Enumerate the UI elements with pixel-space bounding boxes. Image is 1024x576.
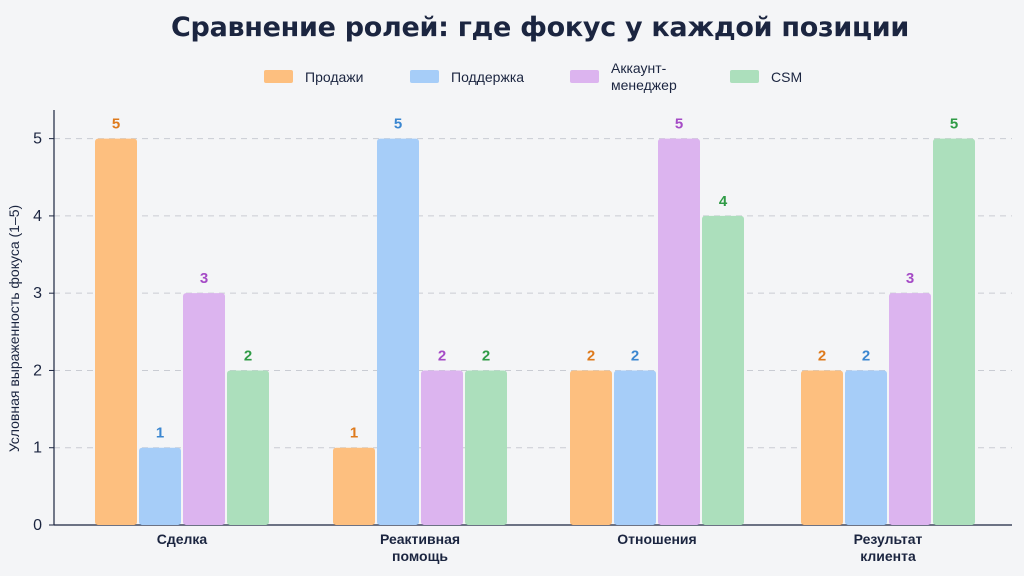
- y-tick-label: 1: [33, 440, 42, 457]
- bar: [377, 138, 419, 526]
- legend-swatch: [264, 70, 293, 83]
- y-tick-label: 3: [33, 285, 42, 302]
- data-label: 2: [631, 347, 639, 364]
- y-tick-label: 5: [33, 131, 42, 148]
- legend-label: Поддержка: [451, 69, 524, 85]
- legend-label: менеджер: [611, 77, 677, 93]
- bar: [801, 370, 843, 525]
- data-label: 2: [482, 347, 490, 364]
- x-category-label: Результат: [854, 531, 923, 547]
- legend-swatch: [410, 70, 439, 83]
- data-label: 2: [862, 347, 870, 364]
- data-label: 4: [719, 193, 728, 210]
- bar: [570, 370, 612, 525]
- x-category-label: помощь: [392, 548, 448, 564]
- data-label: 3: [906, 270, 914, 287]
- data-label: 1: [350, 425, 358, 442]
- bar: [702, 215, 744, 525]
- y-tick-label: 4: [33, 208, 42, 225]
- bar: [95, 138, 137, 526]
- data-label: 3: [200, 270, 208, 287]
- chart-title: Сравнение ролей: где фокус у каждой пози…: [171, 12, 909, 43]
- legend-label: CSM: [771, 69, 802, 85]
- bar: [845, 370, 887, 525]
- bar: [658, 138, 700, 526]
- bar: [227, 370, 269, 525]
- x-category-label: Реактивная: [380, 531, 460, 547]
- bar: [614, 370, 656, 525]
- legend-swatch: [730, 70, 759, 83]
- data-label: 5: [394, 116, 402, 133]
- bar: [465, 370, 507, 525]
- data-label: 2: [244, 347, 252, 364]
- y-tick-label: 2: [33, 362, 42, 379]
- legend-label: Продажи: [305, 69, 363, 85]
- x-category-label: Отношения: [617, 531, 696, 547]
- y-tick-label: 0: [33, 517, 42, 534]
- legend-swatch: [570, 70, 599, 83]
- bar: [183, 293, 225, 525]
- data-label: 5: [112, 116, 120, 133]
- bar: [139, 447, 181, 525]
- data-label: 5: [675, 116, 683, 133]
- bar: [933, 138, 975, 526]
- data-label: 2: [438, 347, 446, 364]
- y-axis-label: Условная выраженность фокуса (1–5): [6, 205, 22, 452]
- x-category-label: клиента: [860, 548, 916, 564]
- legend-label: Аккаунт-: [611, 60, 667, 76]
- bar: [889, 293, 931, 525]
- bar: [333, 447, 375, 525]
- data-label: 2: [587, 347, 595, 364]
- data-label: 5: [950, 116, 958, 133]
- bar: [421, 370, 463, 525]
- x-category-label: Сделка: [157, 531, 208, 547]
- data-label: 1: [156, 425, 164, 442]
- data-label: 2: [818, 347, 826, 364]
